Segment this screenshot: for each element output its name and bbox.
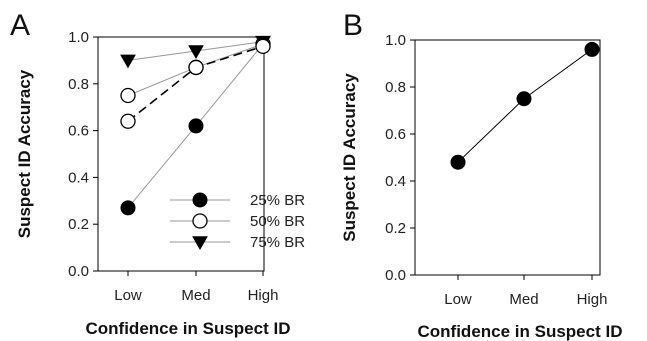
panel-b-x-tick-label: Low	[444, 291, 472, 308]
panel-b: B 0.0 0.2 0.4 0.6 0.8 1.0 Low Med High Confidence …	[340, 9, 622, 341]
panel-b-series-0-point	[450, 154, 466, 170]
panel-a-series-3-point	[120, 113, 136, 129]
panel-a-x-tick-label: Med	[181, 287, 210, 304]
panel-b-plot-frame	[414, 39, 601, 276]
panel-b-y-tick-label: 0.4	[385, 173, 406, 190]
panel-a-x-axis-title: Confidence in Suspect ID	[86, 319, 291, 338]
legend-marker	[192, 236, 208, 251]
panel-b-y-tick-label: 1.0	[385, 32, 406, 49]
panel-b-y-tick-label: 0.2	[385, 220, 406, 237]
panel-a-series-3-point	[188, 59, 204, 76]
legend-label: 75% BR	[250, 234, 305, 251]
panel-a-series-1-point	[120, 87, 136, 104]
panel-a-letter: A	[10, 9, 30, 42]
panel-b-y-axis-title: Suspect ID Accuracy	[340, 73, 359, 242]
panel-a: A 0.0 0.2 0.4 0.6 0.8 1.0 Low Med High Confidence …	[10, 9, 305, 338]
panel-b-series-0-point	[584, 41, 600, 57]
panel-a-y-tick-label: 0.2	[68, 216, 89, 233]
panel-a-x-tick-label: High	[248, 287, 279, 304]
panel-b-letter: B	[343, 9, 363, 42]
panel-a-series-2-point	[188, 45, 204, 60]
panel-a-y-tick-label: 0.6	[68, 123, 89, 140]
panel-a-y-tick-label: 0.4	[68, 169, 89, 186]
panel-b-y-tick-label: 0.0	[385, 267, 406, 284]
panel-a-series-3-point	[255, 38, 271, 55]
panel-a-series-0-point	[188, 118, 204, 134]
legend-marker	[192, 192, 208, 208]
panel-b-y-tick-label: 0.6	[385, 126, 406, 143]
panel-a-y-tick-label: 0.8	[68, 76, 89, 93]
panel-a-y-tick-label: 1.0	[68, 29, 89, 46]
panel-a-series-2-point	[120, 54, 136, 69]
panel-a-y-tick-label: 0.0	[68, 263, 89, 280]
panel-a-y-axis-title: Suspect ID Accuracy	[15, 69, 34, 238]
panel-b-x-axis-title: Confidence in Suspect ID	[418, 322, 623, 341]
panel-b-x-tick-label: High	[577, 291, 608, 308]
panel-b-x-tick-label: Med	[509, 291, 538, 308]
panel-b-y-tick-label: 0.8	[385, 79, 406, 96]
panel-a-plot-frame	[97, 36, 265, 272]
panel-a-series-0-point	[120, 200, 136, 216]
panel-b-series-0-point	[516, 91, 532, 107]
legend-label: 50% BR	[250, 213, 305, 230]
panel-a-x-tick-label: Low	[114, 287, 142, 304]
legend-marker	[192, 213, 208, 229]
legend-label: 25% BR	[250, 192, 305, 209]
